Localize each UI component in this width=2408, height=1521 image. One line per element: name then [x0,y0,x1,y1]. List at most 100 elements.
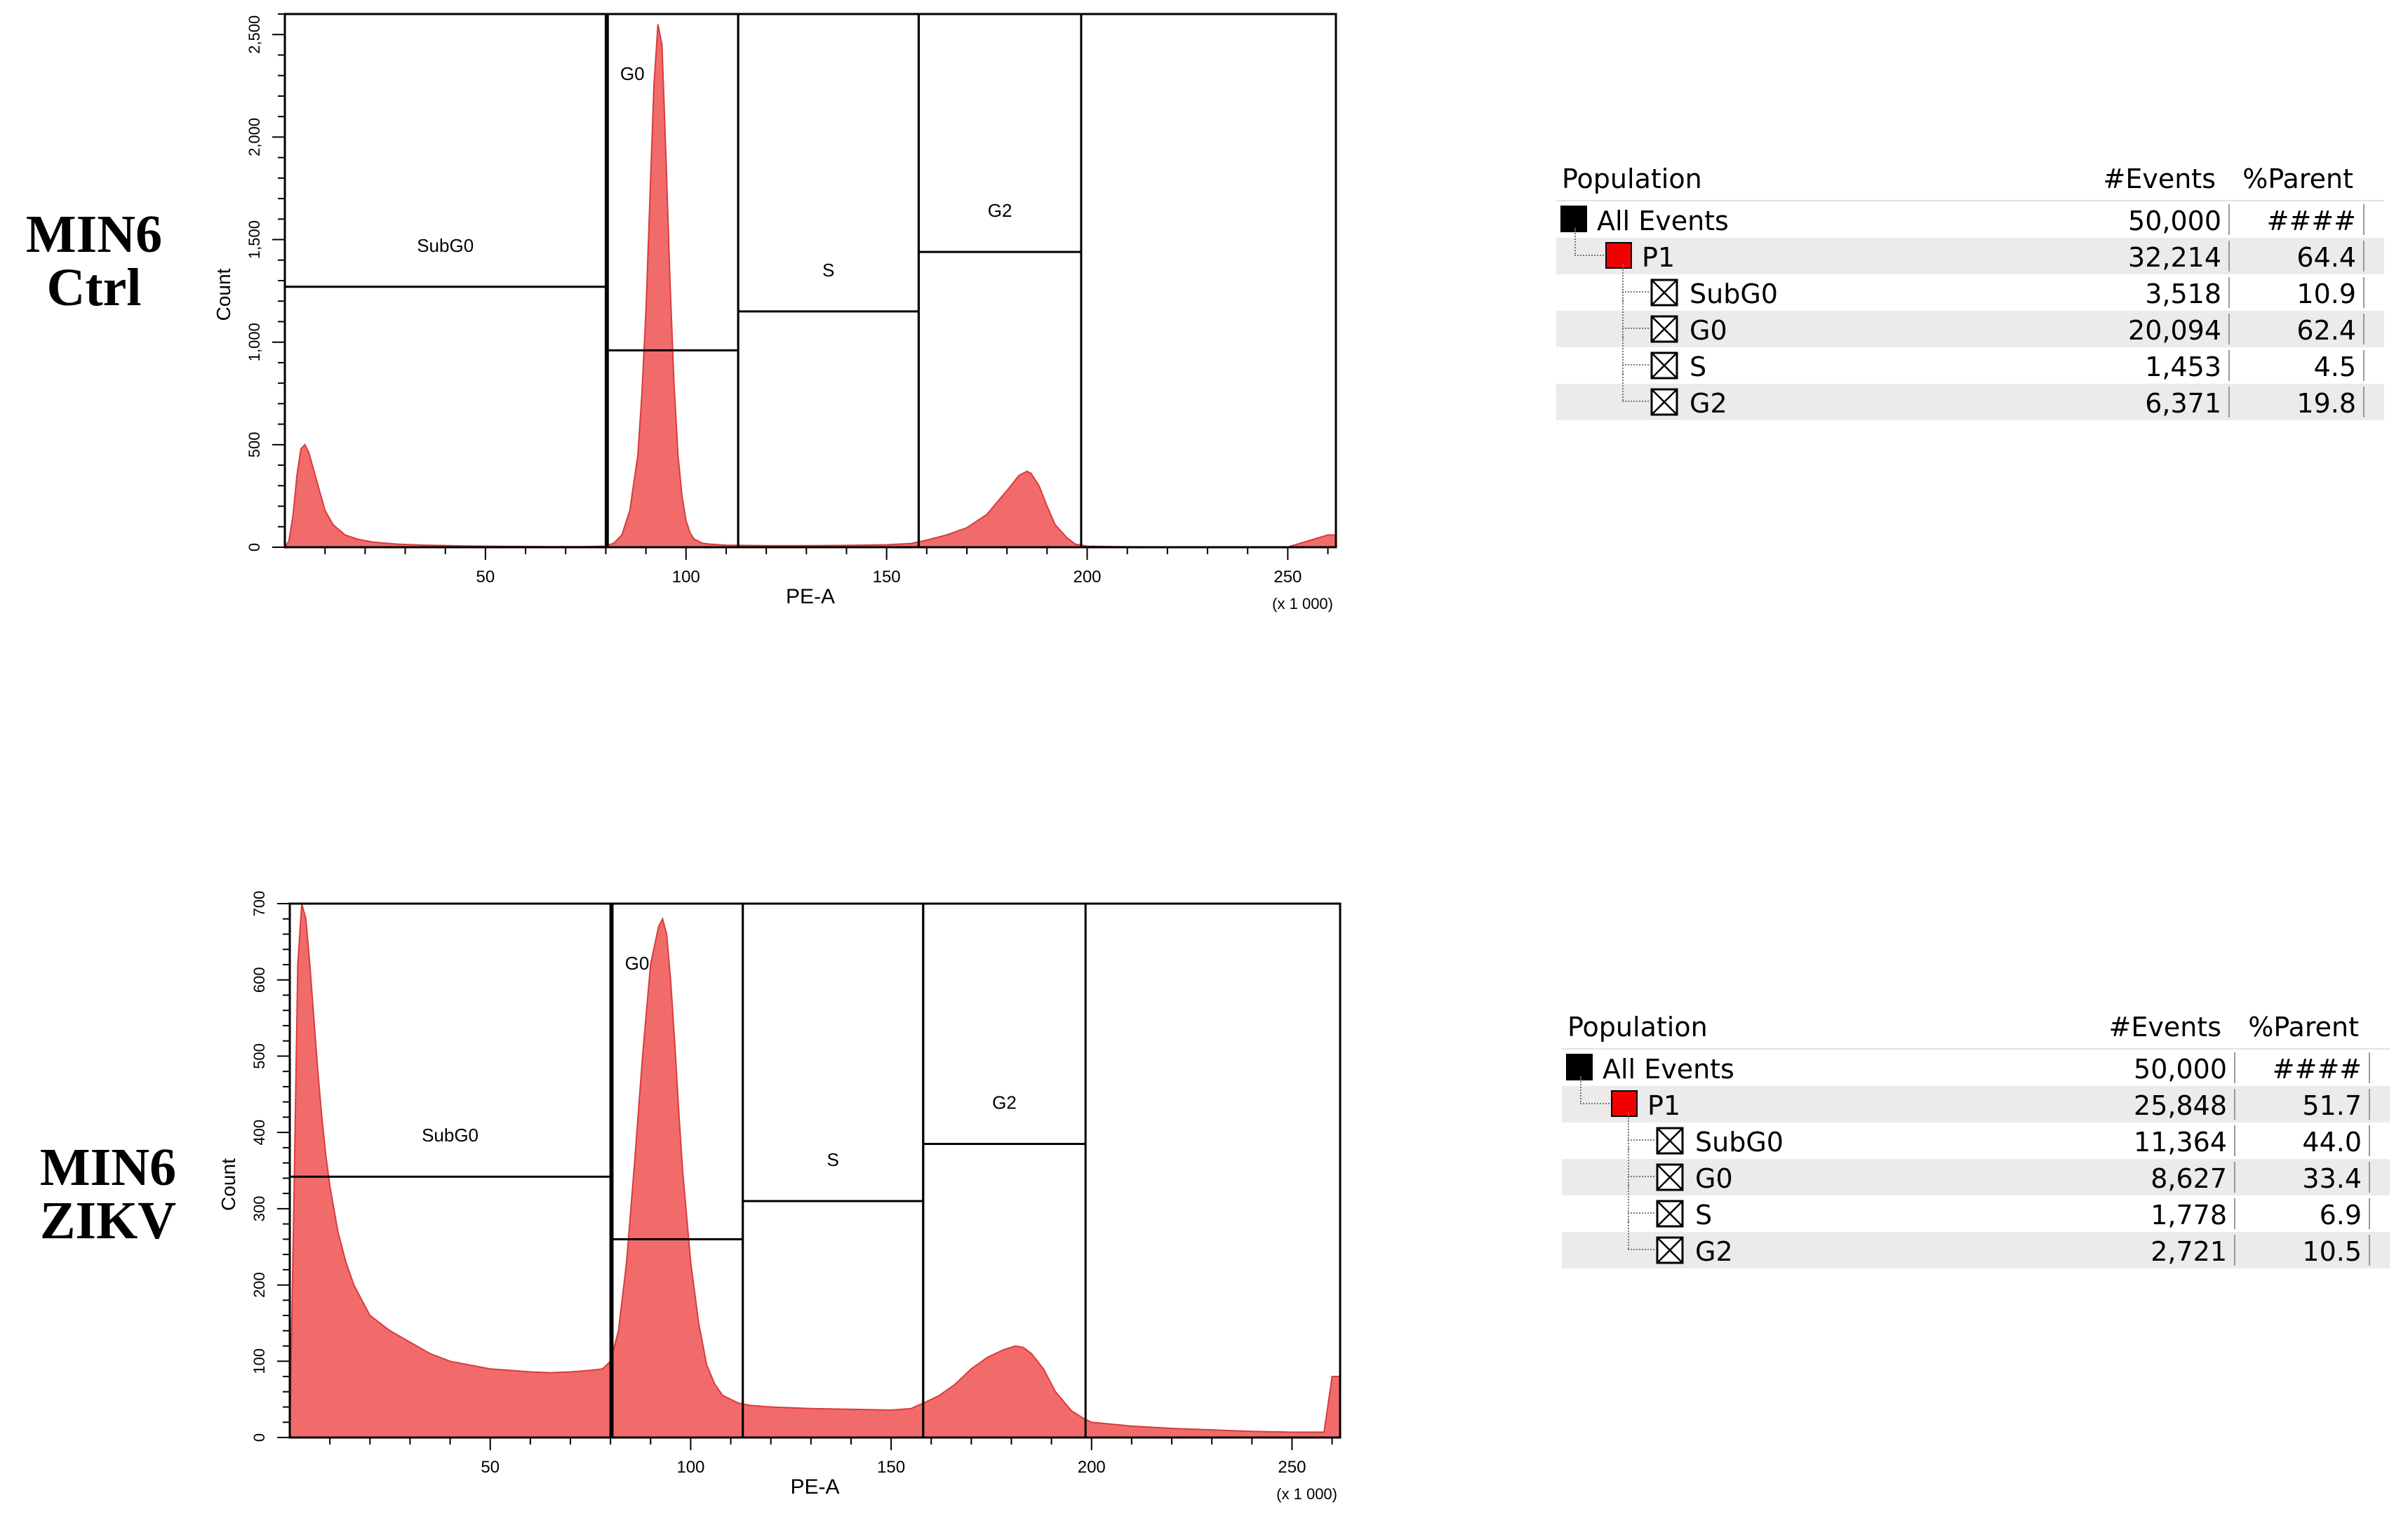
column-divider [2228,350,2230,381]
column-divider [2228,277,2230,308]
parent-percent-value: 51.7 [2302,1090,2362,1121]
events-value: 6,371 [2145,388,2221,419]
column-divider [2369,1162,2370,1193]
x-tick-label: 50 [481,1458,500,1477]
y-tick-label: 1,500 [246,220,263,259]
table-row[interactable]: All Events 50,000 #### [1562,1050,2390,1086]
column-divider [2228,314,2230,344]
gate-label-g0: G0 [620,63,645,84]
checkbox-icon[interactable] [1656,1236,1684,1264]
population-name: All Events [1597,206,1729,236]
y-tick-label: 600 [250,967,268,993]
column-divider [2234,1052,2235,1083]
histogram-ctrl: SubG0 G0 S G2 50 100 150 200 250 0 500 1,000 1,500 2,… [213,13,1337,612]
events-value: 2,721 [2151,1236,2227,1267]
events-value: 1,778 [2151,1200,2227,1231]
population-name: G0 [1695,1163,1733,1194]
population-table-ctrl: Population #Events %Parent All Events 50,000… [1556,159,2384,420]
tree-connector [1628,1212,1654,1214]
table-row[interactable]: P1 32,214 64.4 [1556,228,2384,274]
checkbox-icon[interactable] [1650,315,1678,343]
parent-percent-value: 6.9 [2319,1200,2362,1231]
table-row[interactable]: G0 8,627 33.4 [1562,1149,2390,1195]
checkbox-icon[interactable] [1656,1200,1684,1228]
events-value: 50,000 [2134,1054,2227,1085]
checkbox-icon[interactable] [1656,1127,1684,1155]
parent-percent-value: #### [2272,1054,2362,1085]
table-row[interactable]: All Events 50,000 #### [1556,201,2384,238]
parent-percent-value: 44.0 [2302,1127,2362,1158]
tree-connector [1628,1113,1656,1149]
header-population: Population [1567,1012,1708,1043]
table-header: Population #Events %Parent [1562,1007,2390,1050]
parent-percent-value: 10.9 [2296,279,2356,309]
column-divider [2228,241,2230,272]
table-row[interactable]: SubG0 11,364 44.0 [1562,1113,2390,1159]
parent-percent-value: #### [2266,206,2356,236]
table-row[interactable]: G0 20,094 62.4 [1556,301,2384,347]
checkbox-icon[interactable] [1650,388,1678,416]
tree-connector [1622,337,1650,374]
histogram-zikv: SubG0 G0 S G2 50 100 150 200 250 0 100 200 300 400 500… [218,891,1342,1503]
y-tick-label: 2,000 [246,118,263,156]
population-name: P1 [1647,1090,1681,1121]
y-tick-label: 500 [250,1043,268,1069]
table-row[interactable]: S 1,453 4.5 [1556,337,2384,384]
tree-connector [1622,401,1649,402]
table-row[interactable]: S 1,778 6.9 [1562,1186,2390,1232]
table-row[interactable]: P1 25,848 51.7 [1562,1076,2390,1123]
y-tick-label: 100 [250,1348,268,1374]
population-name: P1 [1642,242,1675,273]
tree-connector [1622,264,1650,301]
table-row[interactable]: G2 6,371 19.8 [1556,374,2384,420]
y-axis-label: Count [218,1158,239,1211]
parent-percent-value: 10.5 [2302,1236,2362,1267]
table-header: Population #Events %Parent [1556,159,2384,201]
x-tick-label: 150 [873,568,901,587]
plot-frame [288,902,1342,1439]
y-tick-label: 500 [246,431,263,457]
gate-label-g0: G0 [625,953,650,974]
gate-label-s: S [827,1149,839,1170]
black-color-swatch [1560,206,1587,232]
column-divider [2234,1125,2235,1156]
population-name: SubG0 [1690,279,1778,309]
y-axis-label: Count [213,268,234,321]
checkbox-icon[interactable] [1650,351,1678,380]
events-value: 1,453 [2145,351,2221,382]
column-divider [2363,387,2364,417]
x-tick-label: 100 [672,568,700,587]
checkbox-icon[interactable] [1656,1163,1684,1191]
population-name: G2 [1695,1236,1733,1267]
column-divider [2363,241,2364,272]
table-row[interactable]: G2 2,721 10.5 [1562,1222,2390,1268]
y-tick-label: 2,500 [246,15,263,54]
gate-label-s: S [822,260,834,281]
y-tick-label: 1,000 [246,323,263,361]
header-parent: %Parent [2248,1012,2359,1043]
column-divider [2369,1052,2370,1083]
column-divider [2234,1162,2235,1193]
table-row[interactable]: SubG0 3,518 10.9 [1556,264,2384,311]
x-scale-note: (x 1 000) [1276,1485,1337,1503]
tree-connector [1628,1139,1654,1141]
x-tick-label: 200 [1073,568,1101,587]
condition-label-zikv: MIN6 ZIKV [17,1141,199,1247]
y-tick-label: 700 [250,891,268,917]
red-color-swatch [1605,242,1632,269]
events-value: 25,848 [2134,1090,2227,1121]
header-parent: %Parent [2242,163,2353,194]
tree-connector [1628,1222,1656,1249]
gate-label-g2: G2 [992,1092,1017,1113]
gate-label-subg0: SubG0 [422,1125,479,1146]
parent-percent-value: 64.4 [2296,242,2356,273]
tree-connector [1628,1186,1656,1222]
x-tick-label: 50 [476,568,495,587]
column-divider [2363,314,2364,344]
parent-percent-value: 33.4 [2302,1163,2362,1194]
x-tick-label: 150 [877,1458,905,1477]
column-divider [2369,1089,2370,1120]
checkbox-icon[interactable] [1650,279,1678,307]
condition-name: Ctrl [46,258,142,317]
population-name: G2 [1690,388,1727,419]
